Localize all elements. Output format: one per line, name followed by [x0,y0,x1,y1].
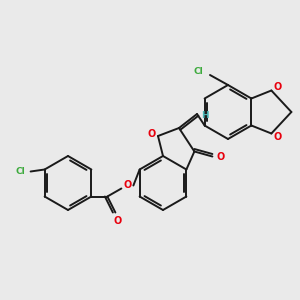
Text: Cl: Cl [16,167,26,176]
Text: H: H [201,112,209,121]
Text: O: O [216,152,224,163]
Text: O: O [113,215,122,226]
Text: O: O [123,181,131,190]
Text: O: O [273,82,281,92]
Text: Cl: Cl [193,67,203,76]
Text: O: O [148,129,156,139]
Text: O: O [273,133,281,142]
